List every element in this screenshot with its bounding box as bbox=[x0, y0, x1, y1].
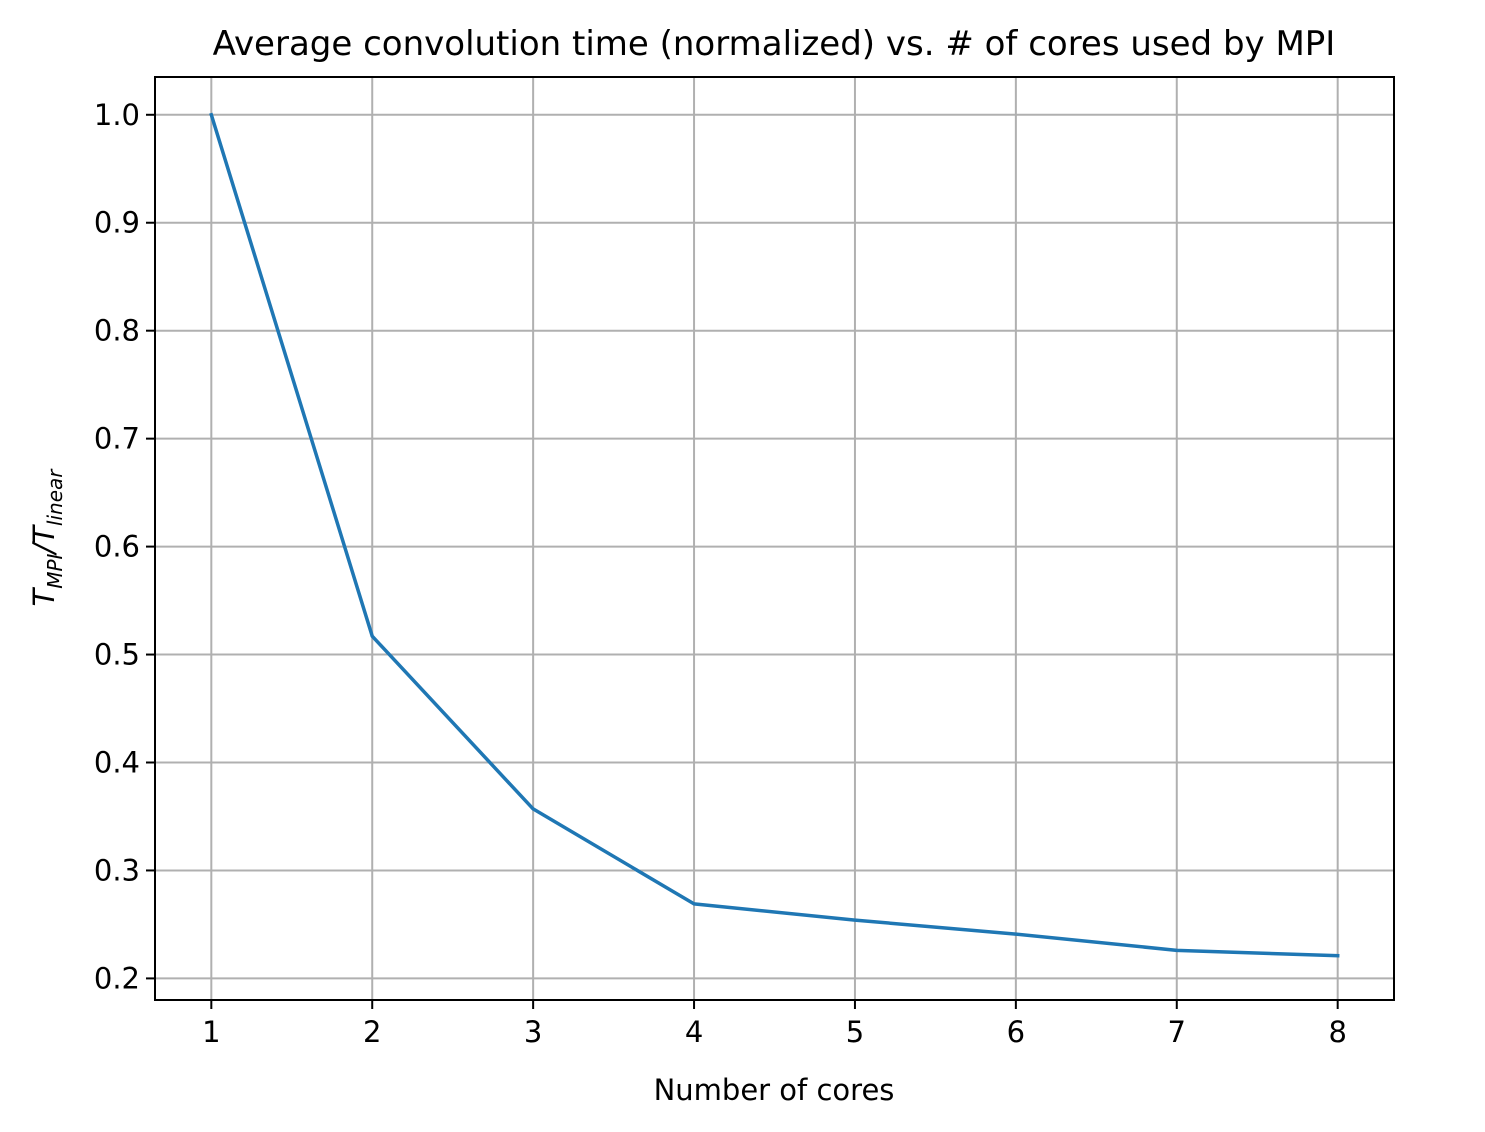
y-axis-label: TMPI/Tlinear bbox=[27, 468, 67, 607]
y-tick-label: 1.0 bbox=[94, 98, 140, 132]
y-tick-label: 0.3 bbox=[94, 853, 140, 887]
grid bbox=[155, 77, 1394, 1000]
chart-title: Average convolution time (normalized) vs… bbox=[213, 24, 1336, 64]
y-label-sub1: MPI bbox=[43, 553, 67, 588]
y-tick-label: 0.2 bbox=[94, 961, 140, 995]
x-tick-label: 4 bbox=[685, 1015, 703, 1049]
y-tick-label: 0.7 bbox=[94, 422, 140, 456]
plot-frame bbox=[154, 76, 1395, 1001]
x-tick-label: 6 bbox=[1007, 1015, 1025, 1049]
x-tick-label: 5 bbox=[846, 1015, 864, 1049]
y-tick-label: 0.6 bbox=[94, 530, 140, 564]
y-tick-label: 0.8 bbox=[94, 314, 140, 348]
y-tick-label: 0.5 bbox=[94, 638, 140, 672]
ticks: 1 2 3 4 5 6 7 8 0.2 0.3 0.4 0.5 0.6 0.7 0.8 0.9 1.0 bbox=[94, 98, 1347, 1049]
series-line bbox=[209, 112, 1340, 958]
x-tick-label: 1 bbox=[202, 1015, 220, 1049]
y-label-sub2: linear bbox=[43, 468, 67, 526]
x-axis-label: Number of cores bbox=[654, 1073, 895, 1107]
x-tick-label: 2 bbox=[363, 1015, 381, 1049]
y-label-main: T bbox=[27, 587, 61, 607]
y-label-sep: /T bbox=[27, 524, 61, 557]
y-tick-label: 0.9 bbox=[94, 206, 140, 240]
x-tick-label: 7 bbox=[1168, 1015, 1186, 1049]
y-tick-label: 0.4 bbox=[94, 746, 140, 780]
x-tick-label: 8 bbox=[1328, 1015, 1346, 1049]
series-layer bbox=[209, 112, 1340, 958]
x-tick-label: 3 bbox=[524, 1015, 542, 1049]
